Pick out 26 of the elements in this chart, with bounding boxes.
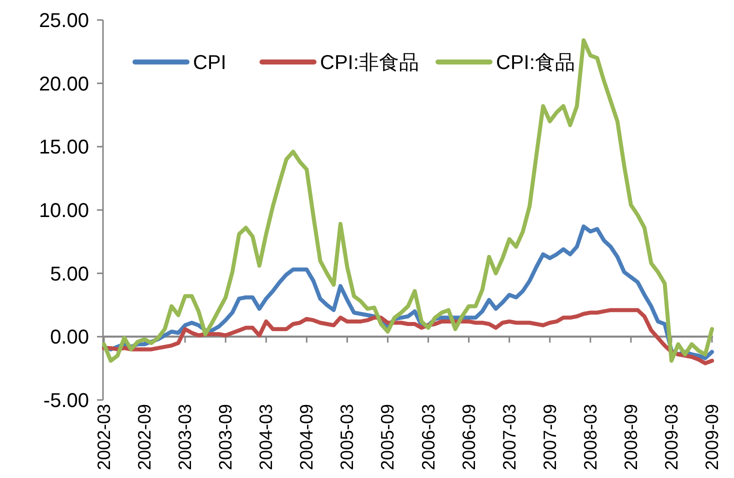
legend-label: CPI:非食品 <box>320 52 419 74</box>
x-tick-label: 2003-03 <box>175 404 196 470</box>
x-tick-label: 2005-09 <box>378 404 398 470</box>
legend-label: CPI <box>193 52 226 74</box>
y-tick-label: -5.00 <box>43 390 89 412</box>
x-tick-label: 2007-03 <box>499 404 520 470</box>
x-tick-label: 2008-03 <box>580 404 600 470</box>
x-tick-label: 2002-03 <box>94 404 114 470</box>
x-tick-label: 2004-09 <box>296 404 317 470</box>
x-tick-label: 2003-09 <box>216 404 236 470</box>
y-tick-label: 15.00 <box>38 136 89 159</box>
x-tick-label: 2004-03 <box>256 404 276 470</box>
x-tick-label: 2005-03 <box>337 404 358 470</box>
x-tick-label: 2007-09 <box>540 404 560 470</box>
y-tick-label: 10.00 <box>38 200 89 222</box>
y-tick-label: 5.00 <box>50 263 89 286</box>
y-tick-label: 20.00 <box>38 73 89 96</box>
x-tick-label: 2008-09 <box>620 404 641 470</box>
y-tick-label: 25.00 <box>38 10 89 32</box>
x-tick-label: 2009-09 <box>702 404 722 470</box>
x-tick-label: 2006-09 <box>458 404 479 470</box>
x-tick-label: 2006-03 <box>418 404 438 470</box>
x-tick-label: 2009-03 <box>661 404 682 470</box>
y-tick-label: 0.00 <box>50 326 89 349</box>
x-tick-label: 2002-09 <box>134 404 155 470</box>
legend-label: CPI:食品 <box>496 52 575 74</box>
